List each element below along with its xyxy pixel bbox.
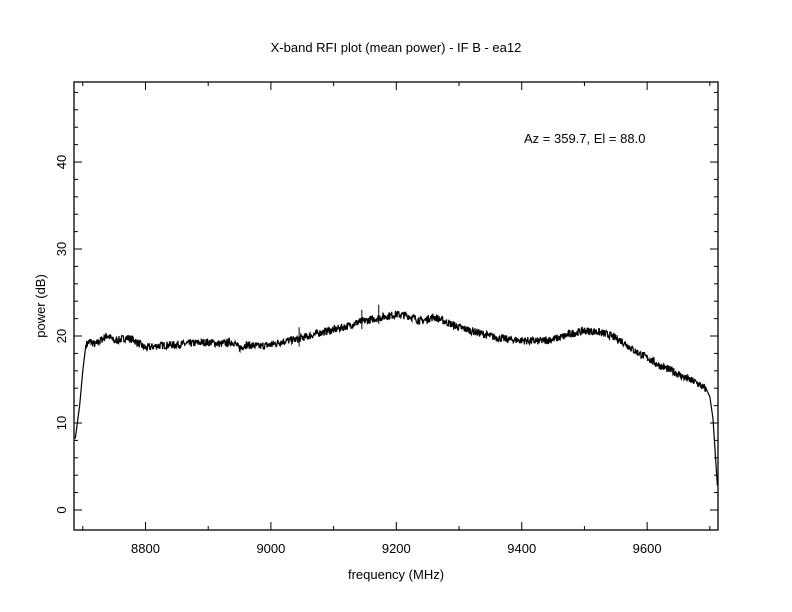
- x-tick-label: 9400: [507, 541, 536, 556]
- annotation-az-el: Az = 359.7, El = 88.0: [524, 131, 645, 146]
- x-tick-label: 8800: [131, 541, 160, 556]
- plot-frame: [73, 81, 719, 531]
- y-tick-label: 0: [54, 506, 69, 513]
- x-tick-label: 9200: [382, 541, 411, 556]
- x-tick-label: 9600: [633, 541, 662, 556]
- x-tick-label: 9000: [256, 541, 285, 556]
- chart-title: X-band RFI plot (mean power) - IF B - ea…: [271, 40, 522, 55]
- series-group: [74, 304, 718, 486]
- x-axis: 8800 9000 9200 9400 9600: [82, 82, 711, 556]
- y-axis-label: power (dB): [33, 274, 48, 338]
- x-axis-label: frequency (MHz): [348, 567, 444, 582]
- y-tick-label: 30: [54, 242, 69, 256]
- y-axis: 0 10 20 30 40: [54, 91, 718, 514]
- y-tick-label: 20: [54, 329, 69, 343]
- y-tick-label: 40: [54, 155, 69, 169]
- y-tick-label: 10: [54, 416, 69, 430]
- series-line: [74, 310, 718, 486]
